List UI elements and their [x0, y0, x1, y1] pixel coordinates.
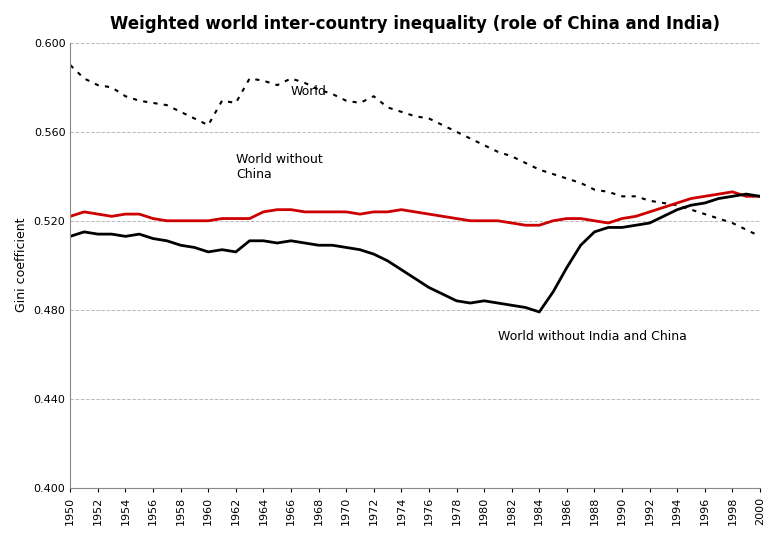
- Text: World without India and China: World without India and China: [498, 330, 686, 343]
- Title: Weighted world inter-country inequality (role of China and India): Weighted world inter-country inequality …: [110, 15, 720, 33]
- Text: World without
China: World without China: [236, 153, 323, 181]
- Y-axis label: Gini coefficient: Gini coefficient: [15, 218, 28, 313]
- Text: World: World: [291, 85, 327, 98]
